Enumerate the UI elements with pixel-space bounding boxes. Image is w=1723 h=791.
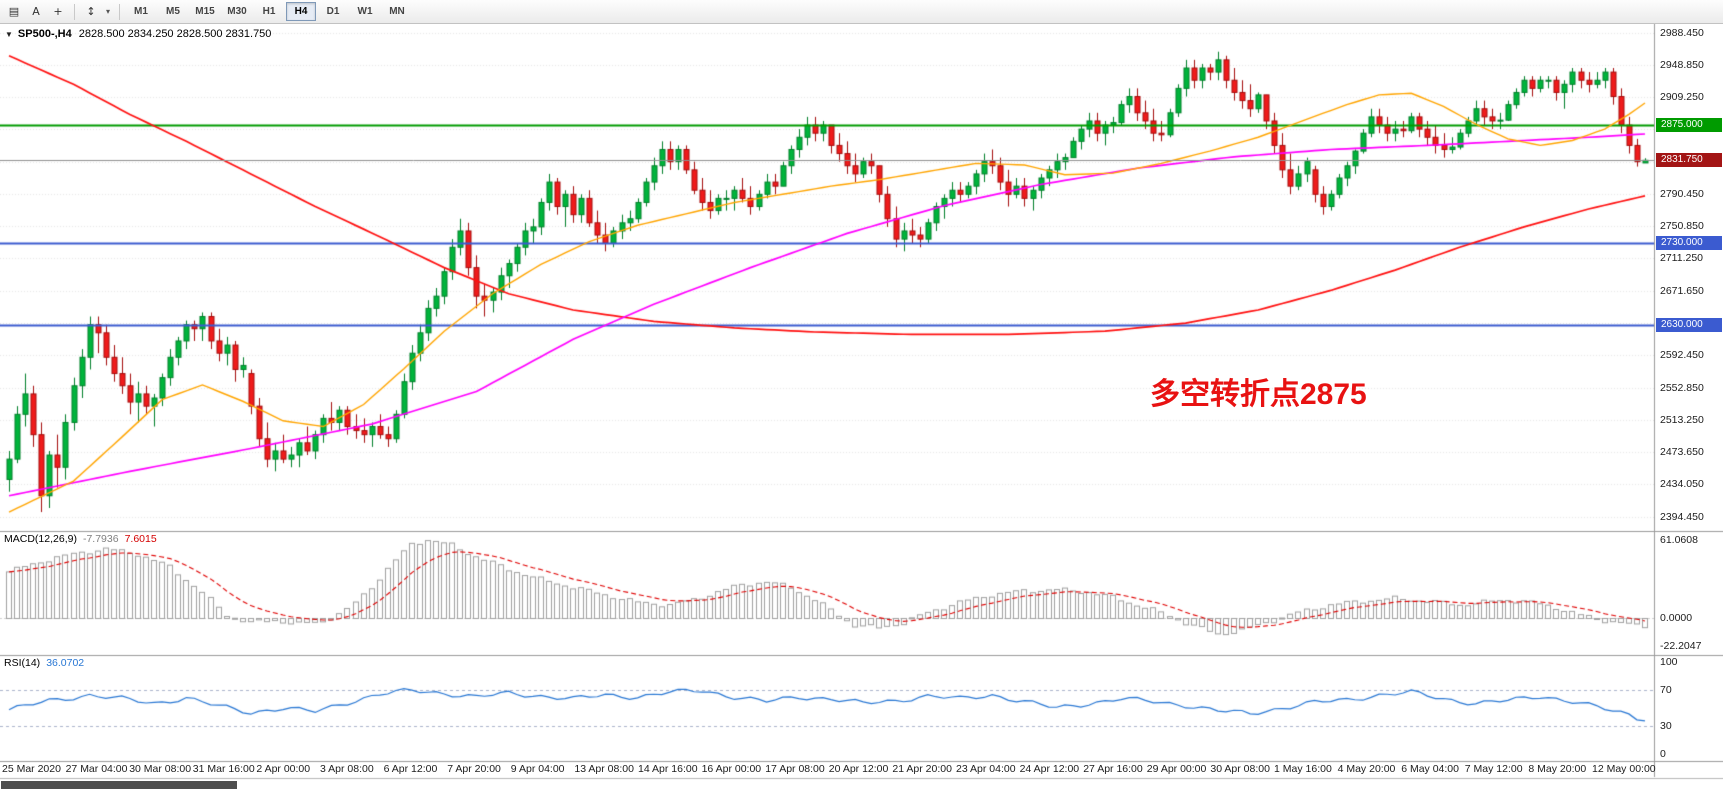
timeframe-button-mn[interactable]: MN <box>389 6 405 17</box>
timeframe-button-h4[interactable]: H4 <box>286 2 316 21</box>
collapse-icon[interactable]: ▼ <box>5 30 13 39</box>
macd-signal-value: 7.6015 <box>124 533 157 545</box>
timeframe-button-m5[interactable]: M5 <box>166 6 180 17</box>
h-scrollbar-thumb[interactable] <box>1 781 237 789</box>
macd-name: MACD(12,26,9) <box>4 533 77 545</box>
cursor-tool-icon[interactable]: A <box>32 5 40 18</box>
chart-window-icon[interactable]: ▤ <box>8 5 20 18</box>
ohlc-values: 2828.500 2834.250 2828.500 2831.750 <box>78 28 272 40</box>
timeframe-button-m15[interactable]: M15 <box>195 6 215 17</box>
macd-main-value: -7.7936 <box>82 533 119 545</box>
toolbar-separator <box>119 3 120 20</box>
toolbar-separator <box>74 3 75 20</box>
chart-canvas[interactable] <box>0 24 1723 791</box>
rsi-name: RSI(14) <box>4 657 41 669</box>
timeframe-button-h1[interactable]: H1 <box>262 6 276 17</box>
rsi-indicator-label: RSI(14) 36.0702 <box>4 657 84 669</box>
symbol-title: SP500-,H4 <box>17 28 72 40</box>
crosshair-tool-icon[interactable]: + <box>53 5 63 18</box>
timeframe-button-m30[interactable]: M30 <box>227 6 247 17</box>
chart-title: ▼ SP500-,H4 2828.500 2834.250 2828.500 283… <box>5 28 271 40</box>
annotation-text[interactable]: 多空转折点2875 <box>1150 378 1367 411</box>
timeframe-cycle-icon[interactable]: ↕ <box>86 5 96 18</box>
timeframe-button-w1[interactable]: W1 <box>357 6 373 17</box>
timeframe-button-m1[interactable]: M1 <box>134 6 148 17</box>
macd-indicator-label: MACD(12,26,9) -7.7936 7.6015 <box>4 533 157 545</box>
dropdown-caret-icon[interactable]: ▾ <box>105 7 110 16</box>
toolbar: ▤ A + ↕ ▾ M1 M5 M15 M30 H1 H4 D1 W1 MN <box>0 0 1723 24</box>
timeframe-button-d1[interactable]: D1 <box>326 6 340 17</box>
rsi-value: 36.0702 <box>46 657 85 669</box>
